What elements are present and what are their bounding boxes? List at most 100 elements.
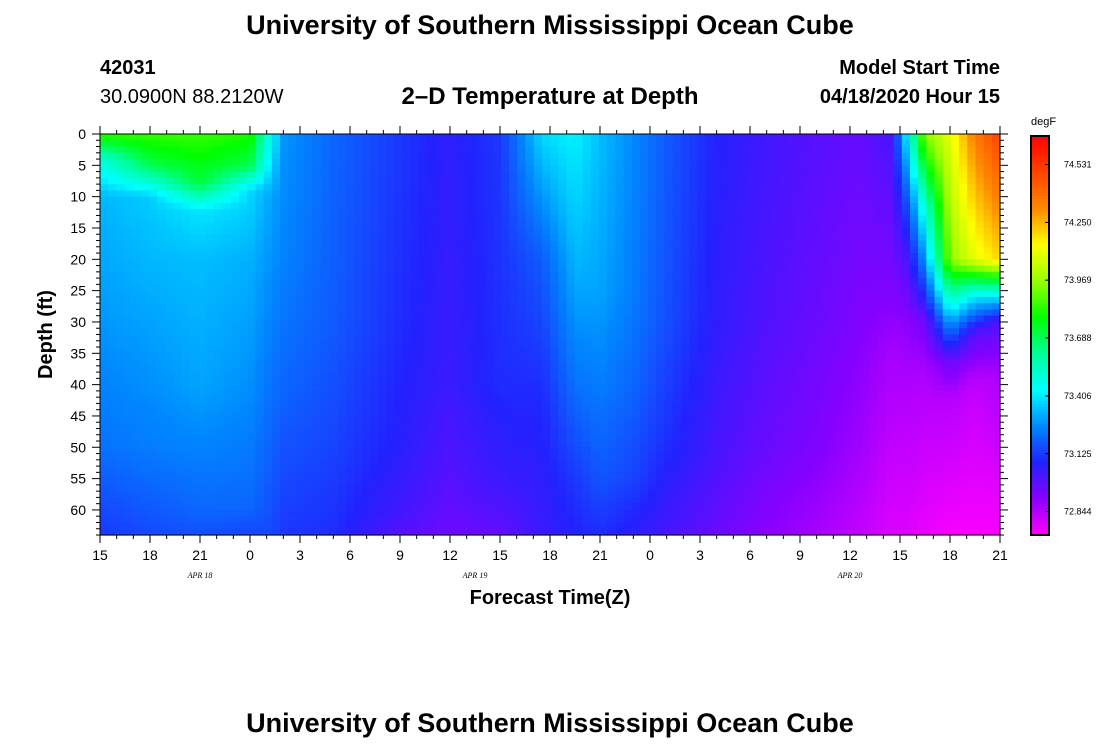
heatmap-cell (656, 503, 666, 511)
heatmap-cell (680, 134, 690, 141)
heatmap-cell (640, 253, 649, 260)
heatmap-cell (631, 159, 641, 166)
heatmap-cell (410, 509, 420, 517)
heatmap-cell (664, 441, 674, 448)
heatmap-cell (558, 447, 567, 455)
heatmap-cell (558, 321, 567, 329)
heatmap-cell (574, 290, 584, 298)
heatmap-cell (476, 290, 486, 298)
heatmap-cell (517, 528, 527, 536)
heatmap-cell (312, 353, 322, 361)
heatmap-cell (140, 397, 150, 405)
heatmap-cell (173, 296, 183, 304)
heatmap-cell (419, 328, 428, 336)
heatmap-cell (697, 209, 707, 217)
heatmap-cell (198, 509, 207, 517)
heatmap-cell (370, 328, 379, 336)
heatmap-cell (402, 209, 412, 217)
heatmap-cell (689, 378, 698, 386)
heatmap-cell (304, 503, 314, 511)
heatmap-cell (222, 428, 232, 436)
heatmap-cell (550, 278, 559, 285)
heatmap-cell (410, 134, 420, 141)
heatmap-cell (517, 484, 527, 492)
heatmap-cell (582, 403, 592, 411)
heatmap-cell (730, 290, 739, 298)
heatmap-cell (190, 415, 199, 423)
heatmap-cell (550, 246, 559, 254)
heatmap-cell (468, 159, 477, 166)
heatmap-cell (697, 271, 707, 279)
heatmap-cell (713, 140, 723, 148)
heatmap-cell (460, 202, 469, 210)
heatmap-cell (484, 447, 494, 455)
heatmap-cell (541, 259, 551, 267)
heatmap-cell (345, 259, 355, 267)
heatmap-cell (149, 177, 158, 185)
heatmap-cell (100, 221, 109, 229)
heatmap-cell (713, 516, 723, 524)
heatmap-cell (730, 491, 739, 499)
heatmap-cell (345, 466, 355, 473)
heatmap-cell (402, 284, 412, 292)
heatmap-cell (574, 503, 584, 511)
heatmap-cell (140, 284, 150, 292)
heatmap-cell (664, 159, 674, 166)
heatmap-cell (312, 159, 322, 166)
heatmap-cell (582, 309, 592, 317)
heatmap-cell (672, 372, 682, 379)
heatmap-cell (296, 215, 306, 223)
heatmap-cell (165, 484, 175, 492)
heatmap-cell (312, 503, 322, 511)
heatmap-cell (304, 146, 314, 154)
heatmap-cell (730, 353, 739, 361)
heatmap-cell (337, 284, 347, 292)
heatmap-cell (484, 353, 494, 361)
heatmap-cell (623, 441, 633, 448)
heatmap-cell (206, 497, 216, 505)
heatmap-cell (198, 315, 207, 323)
heatmap-cell (361, 221, 371, 229)
heatmap-cell (680, 215, 690, 223)
heatmap-cell (541, 321, 551, 329)
heatmap-cell (222, 447, 232, 455)
heatmap-cell (721, 296, 731, 304)
heatmap-cell (149, 340, 158, 348)
heatmap-cell (361, 202, 371, 210)
heatmap-cell (713, 221, 723, 229)
heatmap-cell (476, 484, 486, 492)
heatmap-cell (304, 478, 314, 486)
heatmap-cell (419, 353, 428, 361)
heatmap-cell (410, 190, 420, 198)
heatmap-cell (296, 265, 306, 273)
heatmap-cell (640, 384, 649, 392)
heatmap-cell (550, 516, 559, 524)
heatmap-cell (730, 390, 739, 398)
heatmap-cell (419, 415, 428, 423)
heatmap-cell (476, 466, 486, 473)
heatmap-cell (476, 472, 486, 480)
heatmap-cell (247, 447, 257, 455)
heatmap-cell (124, 265, 134, 273)
heatmap-cell (525, 359, 535, 367)
heatmap-cell (149, 171, 158, 179)
heatmap-cell (329, 209, 338, 217)
heatmap-cell (337, 441, 347, 448)
heatmap-cell (386, 347, 396, 354)
heatmap-cell (394, 353, 404, 361)
heatmap-cell (402, 522, 412, 530)
heatmap-cell (509, 422, 518, 430)
heatmap-cell (157, 315, 167, 323)
heatmap-cell (239, 296, 248, 304)
heatmap-cell (247, 221, 257, 229)
heatmap-cell (157, 134, 167, 141)
heatmap-cell (680, 303, 690, 311)
heatmap-cell (198, 171, 207, 179)
heatmap-cell (590, 397, 600, 405)
heatmap-cell (247, 296, 257, 304)
heatmap-cell (640, 259, 649, 267)
heatmap-cell (574, 209, 584, 217)
heatmap-cell (599, 278, 608, 285)
heatmap-cell (239, 478, 248, 486)
heatmap-cell (100, 509, 109, 517)
